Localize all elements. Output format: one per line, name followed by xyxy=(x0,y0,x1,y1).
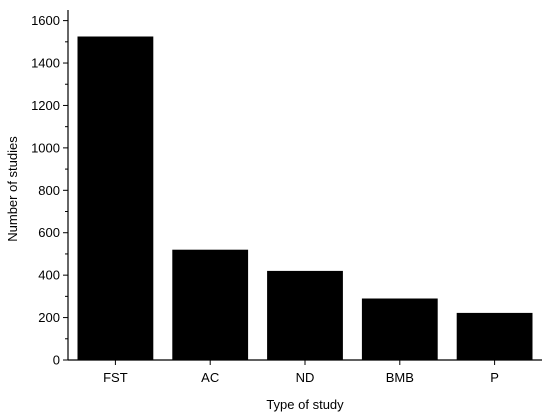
bar-p xyxy=(456,312,533,360)
y-tick-label: 600 xyxy=(38,225,60,240)
bar-ac xyxy=(172,249,249,360)
y-axis-title: Number of studies xyxy=(5,136,20,242)
bar-nd xyxy=(267,270,343,360)
y-tick-label: 1400 xyxy=(31,56,60,71)
bars-group xyxy=(77,36,533,360)
y-tick-label: 800 xyxy=(38,183,60,198)
x-tick-label-bmb: BMB xyxy=(386,370,414,385)
x-tick-label-nd: ND xyxy=(296,370,315,385)
y-tick-label: 200 xyxy=(38,310,60,325)
y-axis-ticks: 0 200 400 600 800 1000 1200 1400 1600 xyxy=(31,13,68,368)
x-axis-title: Type of study xyxy=(266,397,344,412)
y-tick-label: 0 xyxy=(53,353,60,368)
y-tick-label: 1200 xyxy=(31,98,60,113)
x-tick-label-ac: AC xyxy=(201,370,219,385)
x-axis-ticks: FST AC ND BMB P xyxy=(103,360,499,385)
y-tick-label: 1000 xyxy=(31,140,60,155)
x-tick-label-fst: FST xyxy=(103,370,128,385)
x-tick-label-p: P xyxy=(490,370,499,385)
y-tick-label: 400 xyxy=(38,268,60,283)
bar-bmb xyxy=(361,298,438,360)
bar-fst xyxy=(77,36,154,360)
y-tick-label: 1600 xyxy=(31,13,60,28)
